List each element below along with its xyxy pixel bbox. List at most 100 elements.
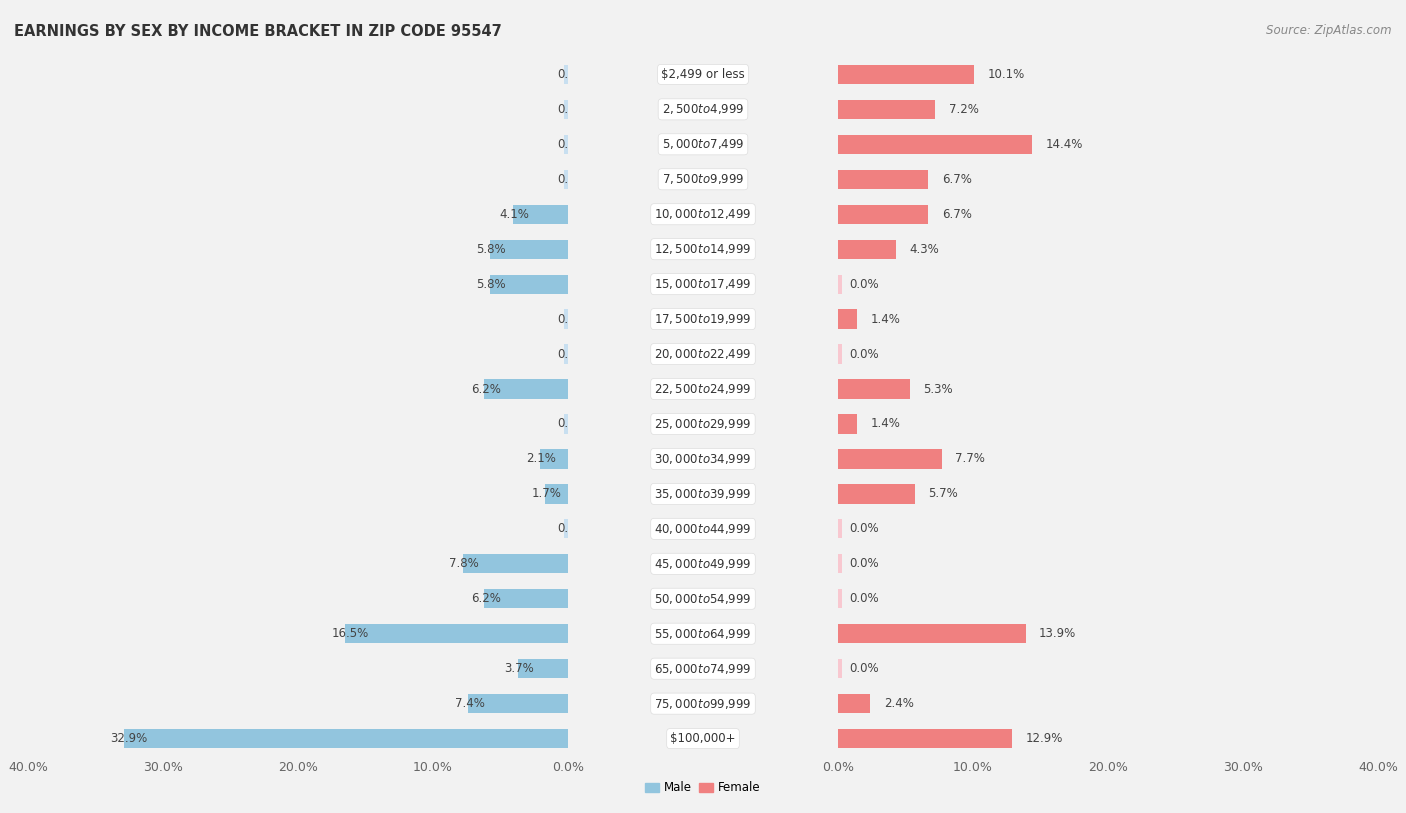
- Text: 2.4%: 2.4%: [884, 698, 914, 710]
- Text: 0.0%: 0.0%: [849, 663, 879, 675]
- Bar: [489, 275, 568, 293]
- Bar: [468, 694, 568, 713]
- Bar: [564, 415, 568, 433]
- Bar: [540, 450, 568, 468]
- Text: 14.4%: 14.4%: [1046, 138, 1083, 150]
- Bar: [484, 380, 568, 398]
- Bar: [489, 240, 568, 259]
- Bar: [0, 232, 568, 267]
- Bar: [0, 92, 838, 127]
- Bar: [546, 485, 568, 503]
- Bar: [346, 624, 568, 643]
- Text: 0.0%: 0.0%: [849, 523, 879, 535]
- Bar: [0, 476, 568, 511]
- Bar: [568, 92, 1406, 127]
- Text: 0.0%: 0.0%: [557, 418, 586, 430]
- Text: $7,500 to $9,999: $7,500 to $9,999: [662, 172, 744, 186]
- Text: $35,000 to $39,999: $35,000 to $39,999: [654, 487, 752, 501]
- Text: 0.0%: 0.0%: [557, 103, 586, 115]
- Bar: [838, 170, 928, 189]
- Text: Source: ZipAtlas.com: Source: ZipAtlas.com: [1267, 24, 1392, 37]
- Bar: [0, 441, 838, 476]
- Bar: [568, 441, 1406, 476]
- Bar: [838, 729, 1012, 748]
- Bar: [568, 476, 1406, 511]
- Text: $50,000 to $54,999: $50,000 to $54,999: [654, 592, 752, 606]
- Text: 5.3%: 5.3%: [922, 383, 953, 395]
- Bar: [0, 581, 838, 616]
- Text: 0.0%: 0.0%: [557, 68, 586, 80]
- Bar: [0, 511, 838, 546]
- Bar: [484, 589, 568, 608]
- Text: 6.7%: 6.7%: [942, 173, 972, 185]
- Bar: [568, 406, 1406, 441]
- Bar: [0, 162, 838, 197]
- Text: 13.9%: 13.9%: [1039, 628, 1077, 640]
- Text: 5.8%: 5.8%: [477, 278, 506, 290]
- Text: 4.1%: 4.1%: [499, 208, 529, 220]
- Text: 0.0%: 0.0%: [849, 278, 879, 290]
- Bar: [0, 441, 568, 476]
- Text: 5.7%: 5.7%: [928, 488, 957, 500]
- Text: $25,000 to $29,999: $25,000 to $29,999: [654, 417, 752, 431]
- Text: 0.0%: 0.0%: [849, 348, 879, 360]
- Text: 0.0%: 0.0%: [557, 523, 586, 535]
- Bar: [838, 205, 928, 224]
- Bar: [0, 372, 568, 406]
- Bar: [838, 589, 842, 608]
- Bar: [568, 337, 1406, 372]
- Bar: [0, 127, 568, 162]
- Text: 0.0%: 0.0%: [557, 138, 586, 150]
- Bar: [0, 686, 838, 721]
- Text: $30,000 to $34,999: $30,000 to $34,999: [654, 452, 752, 466]
- Bar: [0, 721, 838, 756]
- Bar: [838, 485, 915, 503]
- Text: 7.4%: 7.4%: [454, 698, 485, 710]
- Text: $75,000 to $99,999: $75,000 to $99,999: [654, 697, 752, 711]
- Bar: [568, 197, 1406, 232]
- Bar: [838, 694, 870, 713]
- Bar: [568, 232, 1406, 267]
- Bar: [0, 267, 568, 302]
- Bar: [568, 616, 1406, 651]
- Text: $55,000 to $64,999: $55,000 to $64,999: [654, 627, 752, 641]
- Text: 10.1%: 10.1%: [988, 68, 1025, 80]
- Bar: [564, 135, 568, 154]
- Bar: [568, 127, 1406, 162]
- Bar: [0, 406, 568, 441]
- Text: $17,500 to $19,999: $17,500 to $19,999: [654, 312, 752, 326]
- Text: 16.5%: 16.5%: [332, 628, 368, 640]
- Text: 2.1%: 2.1%: [526, 453, 555, 465]
- Bar: [0, 57, 568, 92]
- Text: EARNINGS BY SEX BY INCOME BRACKET IN ZIP CODE 95547: EARNINGS BY SEX BY INCOME BRACKET IN ZIP…: [14, 24, 502, 39]
- Bar: [838, 520, 842, 538]
- Bar: [0, 546, 838, 581]
- Bar: [0, 651, 568, 686]
- Bar: [0, 337, 568, 372]
- Text: $2,500 to $4,999: $2,500 to $4,999: [662, 102, 744, 116]
- Bar: [0, 232, 838, 267]
- Bar: [564, 170, 568, 189]
- Bar: [838, 100, 935, 119]
- Text: $12,500 to $14,999: $12,500 to $14,999: [654, 242, 752, 256]
- Bar: [568, 162, 1406, 197]
- Text: 12.9%: 12.9%: [1025, 733, 1063, 745]
- Text: $45,000 to $49,999: $45,000 to $49,999: [654, 557, 752, 571]
- Bar: [838, 450, 942, 468]
- Bar: [0, 406, 838, 441]
- Bar: [838, 135, 1032, 154]
- Text: 1.4%: 1.4%: [870, 418, 900, 430]
- Text: $20,000 to $22,499: $20,000 to $22,499: [654, 347, 752, 361]
- Text: $5,000 to $7,499: $5,000 to $7,499: [662, 137, 744, 151]
- Bar: [568, 57, 1406, 92]
- Bar: [568, 372, 1406, 406]
- Text: 1.4%: 1.4%: [870, 313, 900, 325]
- Bar: [838, 275, 842, 293]
- Bar: [0, 372, 838, 406]
- Text: 0.0%: 0.0%: [849, 558, 879, 570]
- Bar: [838, 415, 856, 433]
- Bar: [838, 624, 1025, 643]
- Text: $65,000 to $74,999: $65,000 to $74,999: [654, 662, 752, 676]
- Bar: [513, 205, 568, 224]
- Bar: [0, 721, 568, 756]
